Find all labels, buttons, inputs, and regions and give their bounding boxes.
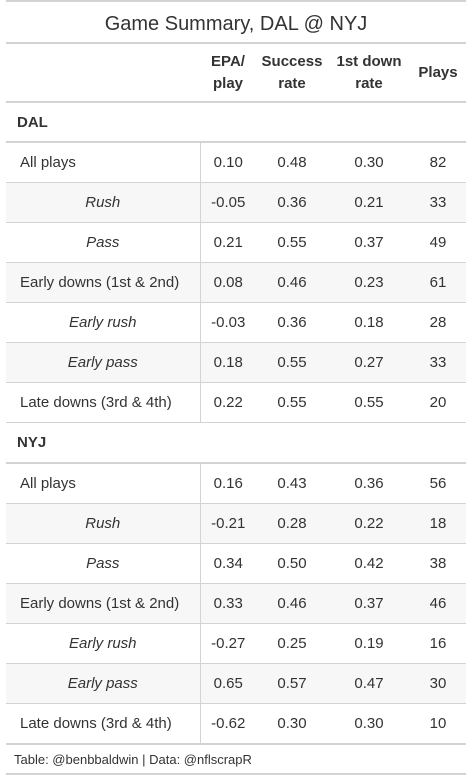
row-label: Early rush (6, 623, 201, 664)
table-row: Rush -0.05 0.36 0.21 33 (6, 182, 466, 223)
first-down-rate-cell: 0.30 (328, 142, 410, 183)
first-down-rate-cell: 0.37 (328, 583, 410, 624)
plays-cell: 10 (410, 703, 466, 745)
epa-per-play-cell: 0.22 (200, 382, 256, 423)
header-row: EPA/play Success rate 1st down rate Plays (6, 44, 466, 103)
table-row: Pass 0.34 0.50 0.42 38 (6, 543, 466, 584)
summary-table-container: Game Summary, DAL @ NYJ EPA/play Success… (6, 0, 466, 775)
epa-per-play-cell: 0.33 (200, 583, 256, 624)
plays-cell: 16 (410, 623, 466, 664)
success-rate-cell: 0.50 (256, 543, 328, 584)
first-down-rate-cell: 0.36 (328, 462, 410, 504)
column-header-plays: Plays (410, 44, 466, 103)
success-rate-cell: 0.55 (256, 222, 328, 263)
column-header-label (6, 44, 200, 103)
epa-per-play-cell: 0.21 (200, 222, 256, 263)
success-rate-cell: 0.30 (256, 703, 328, 745)
row-label: Late downs (3rd & 4th) (6, 703, 201, 745)
plays-cell: 33 (410, 182, 466, 223)
first-down-rate-cell: 0.55 (328, 382, 410, 423)
table-row: Rush -0.21 0.28 0.22 18 (6, 503, 466, 544)
success-rate-cell: 0.25 (256, 623, 328, 664)
row-label: All plays (6, 462, 201, 504)
success-rate-cell: 0.43 (256, 462, 328, 504)
first-down-rate-cell: 0.19 (328, 623, 410, 664)
column-header-first-down: 1st down rate (328, 44, 410, 103)
plays-cell: 33 (410, 342, 466, 383)
success-rate-cell: 0.28 (256, 503, 328, 544)
column-header-success: Success rate (256, 44, 328, 103)
row-label: Early rush (6, 302, 201, 343)
row-label: Pass (6, 543, 201, 584)
group-row-nyj: NYJ (6, 422, 466, 464)
first-down-rate-cell: 0.42 (328, 543, 410, 584)
success-rate-cell: 0.55 (256, 382, 328, 423)
epa-per-play-cell: -0.62 (200, 703, 256, 745)
first-down-rate-cell: 0.30 (328, 703, 410, 745)
group-row-dal: DAL (6, 102, 466, 143)
success-rate-cell: 0.55 (256, 342, 328, 383)
epa-per-play-cell: 0.18 (200, 342, 256, 383)
group-label: NYJ (6, 422, 466, 464)
epa-per-play-cell: -0.27 (200, 623, 256, 664)
table-row: Early rush -0.27 0.25 0.19 16 (6, 623, 466, 664)
plays-cell: 18 (410, 503, 466, 544)
group-label: DAL (6, 102, 466, 143)
row-label: Rush (6, 182, 201, 223)
table-body: DAL All plays 0.10 0.48 0.30 82 Rush -0.05 0.36 0… (6, 102, 466, 745)
plays-cell: 49 (410, 222, 466, 263)
success-rate-cell: 0.46 (256, 583, 328, 624)
table-row: Late downs (3rd & 4th) -0.62 0.30 0.30 10 (6, 703, 466, 745)
epa-per-play-cell: 0.08 (200, 262, 256, 303)
first-down-rate-cell: 0.23 (328, 262, 410, 303)
success-rate-cell: 0.46 (256, 262, 328, 303)
plays-cell: 56 (410, 462, 466, 504)
epa-per-play-cell: 0.10 (200, 142, 256, 183)
plays-cell: 46 (410, 583, 466, 624)
summary-table: EPA/play Success rate 1st down rate Plays … (6, 44, 466, 745)
column-header-epa: EPA/play (200, 44, 256, 103)
first-down-rate-cell: 0.18 (328, 302, 410, 343)
success-rate-cell: 0.36 (256, 302, 328, 343)
epa-per-play-cell: -0.05 (200, 182, 256, 223)
success-rate-cell: 0.57 (256, 663, 328, 704)
row-label: Early pass (6, 663, 201, 704)
first-down-rate-cell: 0.22 (328, 503, 410, 544)
table-row: Early downs (1st & 2nd) 0.08 0.46 0.23 61 (6, 262, 466, 303)
plays-cell: 38 (410, 543, 466, 584)
table-source-note: Table: @benbbaldwin | Data: @nflscrapR (6, 745, 466, 775)
first-down-rate-cell: 0.47 (328, 663, 410, 704)
success-rate-cell: 0.36 (256, 182, 328, 223)
table-row: Pass 0.21 0.55 0.37 49 (6, 222, 466, 263)
epa-per-play-cell: -0.03 (200, 302, 256, 343)
first-down-rate-cell: 0.37 (328, 222, 410, 263)
row-label: Rush (6, 503, 201, 544)
plays-cell: 28 (410, 302, 466, 343)
row-label: Early pass (6, 342, 201, 383)
plays-cell: 61 (410, 262, 466, 303)
row-label: All plays (6, 142, 201, 183)
row-label: Early downs (1st & 2nd) (6, 583, 201, 624)
first-down-rate-cell: 0.21 (328, 182, 410, 223)
table-row: Early rush -0.03 0.36 0.18 28 (6, 302, 466, 343)
epa-per-play-cell: 0.16 (200, 462, 256, 504)
table-row: Late downs (3rd & 4th) 0.22 0.55 0.55 20 (6, 382, 466, 423)
row-label: Pass (6, 222, 201, 263)
row-label: Late downs (3rd & 4th) (6, 382, 201, 423)
epa-per-play-cell: -0.21 (200, 503, 256, 544)
row-label: Early downs (1st & 2nd) (6, 262, 201, 303)
first-down-rate-cell: 0.27 (328, 342, 410, 383)
plays-cell: 82 (410, 142, 466, 183)
epa-per-play-cell: 0.34 (200, 543, 256, 584)
table-row: Early downs (1st & 2nd) 0.33 0.46 0.37 46 (6, 583, 466, 624)
plays-cell: 20 (410, 382, 466, 423)
table-title: Game Summary, DAL @ NYJ (6, 0, 466, 44)
table-row: Early pass 0.18 0.55 0.27 33 (6, 342, 466, 383)
table-row: Early pass 0.65 0.57 0.47 30 (6, 663, 466, 704)
table-row: All plays 0.16 0.43 0.36 56 (6, 462, 466, 504)
table-row: All plays 0.10 0.48 0.30 82 (6, 142, 466, 183)
success-rate-cell: 0.48 (256, 142, 328, 183)
plays-cell: 30 (410, 663, 466, 704)
epa-per-play-cell: 0.65 (200, 663, 256, 704)
